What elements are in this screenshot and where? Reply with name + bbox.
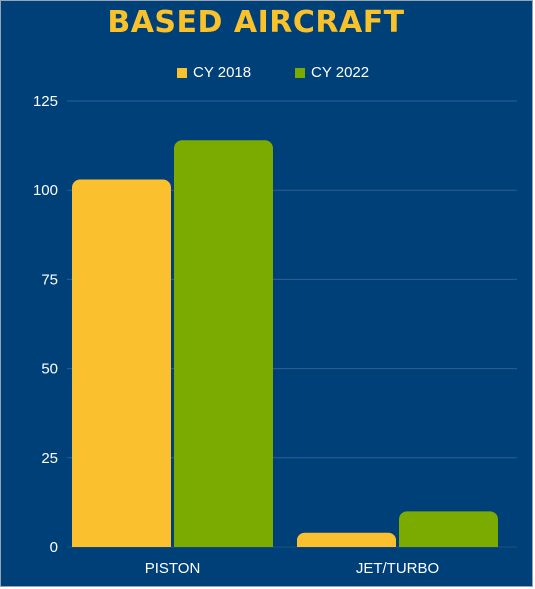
legend-swatch-cy-2022 (295, 68, 305, 78)
bar-jet-turbo-cy-2022 (399, 511, 498, 547)
y-tick-label-75: 75 (41, 271, 58, 288)
y-tick-label-0: 0 (50, 539, 58, 556)
y-tick-label-125: 125 (33, 93, 58, 110)
legend-label-cy-2022: CY 2022 (311, 64, 370, 81)
bar-base-0-1 (174, 539, 273, 547)
chart-title: BASED AIRCRAFT (107, 5, 405, 40)
bar-base-1-0 (297, 539, 396, 547)
bar-piston-cy-2018 (72, 179, 171, 547)
x-tick-label-jet-turbo: JET/TURBO (356, 560, 439, 577)
legend-swatch-cy-2018 (177, 68, 187, 78)
y-tick-label-50: 50 (41, 361, 58, 378)
bar-base-0-0 (72, 539, 171, 547)
x-tick-label-piston: PISTON (145, 560, 201, 577)
bar-base-1-1 (399, 539, 498, 547)
chart-legend: CY 2018 CY 2022 (1, 63, 535, 83)
bar-piston-cy-2022 (174, 140, 273, 548)
y-tick-label-100: 100 (33, 182, 58, 199)
y-tick-label-25: 25 (41, 450, 58, 467)
legend-label-cy-2018: CY 2018 (193, 64, 252, 81)
